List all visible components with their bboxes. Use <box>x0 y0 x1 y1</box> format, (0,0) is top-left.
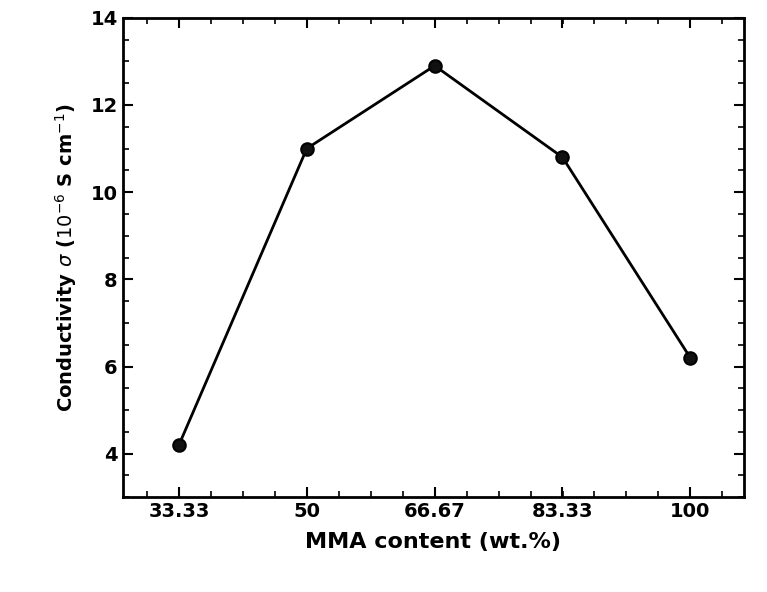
Y-axis label: Conductivity $\sigma$ ($10^{-6}$ S cm$^{-1}$): Conductivity $\sigma$ ($10^{-6}$ S cm$^{… <box>54 103 80 412</box>
X-axis label: MMA content (wt.%): MMA content (wt.%) <box>305 532 561 552</box>
